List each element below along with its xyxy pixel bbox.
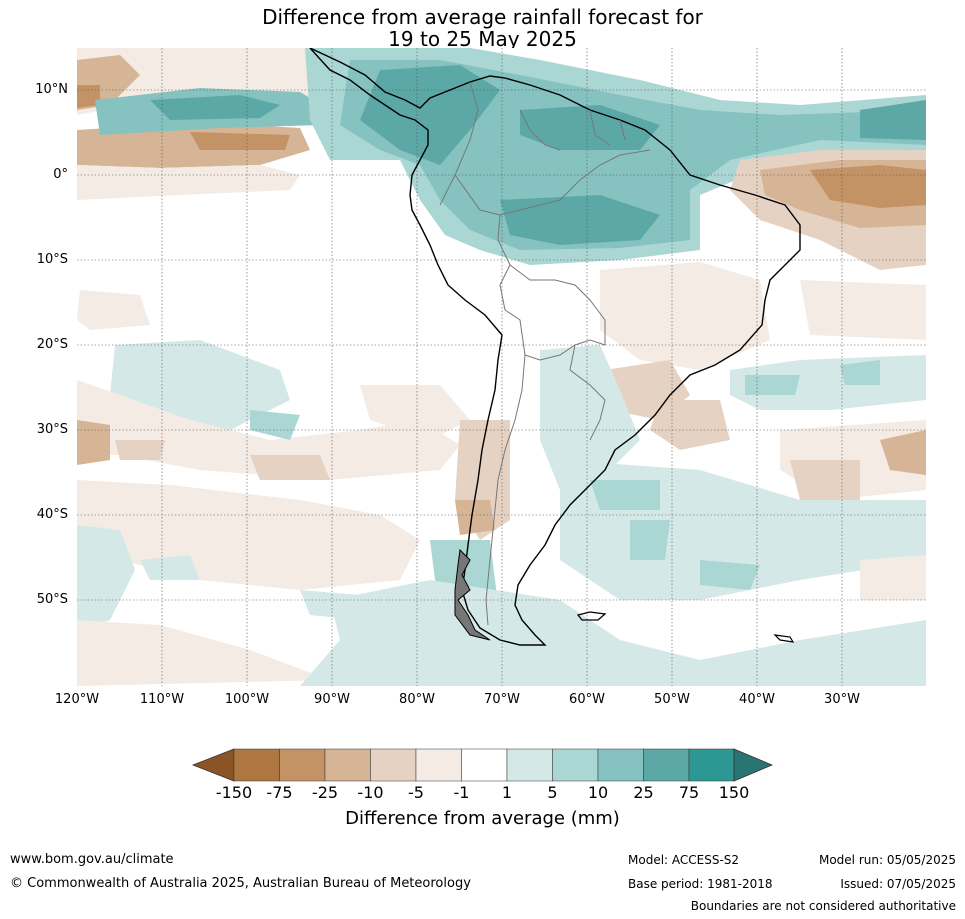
colorbar-swatch	[597, 748, 644, 782]
country-borders	[439, 81, 651, 626]
lat-label-10s: 10°S	[36, 252, 68, 267]
colorbar-tick-label: -150	[215, 783, 253, 802]
map-title: Difference from average rainfall forecas…	[262, 5, 703, 29]
colorbar-extend-dry	[191, 748, 235, 782]
south-georgia-island	[773, 634, 795, 643]
lat-label-20s: 20°S	[36, 337, 68, 352]
south-america-coastline	[309, 48, 801, 646]
colorbar-tick-label: 150	[718, 783, 750, 802]
lat-label-0: 0°	[53, 167, 68, 182]
lat-label-50s: 50°S	[36, 592, 68, 607]
colorbar-swatch	[461, 748, 508, 782]
lon-label-30w: 30°W	[824, 692, 860, 707]
graticule	[77, 48, 926, 686]
lon-label-50w: 50°W	[654, 692, 690, 707]
colorbar-tick-label: -25	[311, 783, 339, 802]
lon-label-80w: 80°W	[399, 692, 435, 707]
lon-label-120w: 120°W	[54, 692, 100, 707]
lon-label-110w: 110°W	[139, 692, 185, 707]
issued-date: Issued: 07/05/2025	[840, 877, 956, 891]
lat-label-30s: 30°S	[36, 422, 68, 437]
lat-label-40s: 40°S	[36, 507, 68, 522]
colorbar-tick-label: -1	[453, 783, 470, 802]
rainfall-anomaly-field	[77, 48, 926, 686]
colorbar-swatch	[643, 748, 690, 782]
website-link[interactable]: www.bom.gov.au/climate	[10, 852, 174, 867]
lon-label-40w: 40°W	[739, 692, 775, 707]
colorbar-tick-label: -75	[266, 783, 293, 802]
colorbar-swatch	[506, 748, 553, 782]
lon-label-60w: 60°W	[569, 692, 605, 707]
falkland-islands	[576, 611, 607, 621]
colorbar-swatch	[233, 748, 280, 782]
colorbar-tick-label: -5	[408, 783, 424, 802]
model-run-date: Model run: 05/05/2025	[818, 853, 956, 867]
colorbar-tick-label: 5	[547, 783, 558, 802]
lon-label-90w: 90°W	[314, 692, 350, 707]
colorbar-extend-wet	[733, 748, 774, 782]
map-subtitle-date: 19 to 25 May 2025	[388, 27, 577, 51]
colorbar-tick-label: 25	[633, 783, 654, 802]
colorbar-swatch	[370, 748, 417, 782]
lon-label-100w: 100°W	[224, 692, 270, 707]
colorbar-swatch	[552, 748, 599, 782]
lon-label-70w: 70°W	[484, 692, 520, 707]
base-period: Base period: 1981-2018	[628, 877, 773, 891]
colorbar-tick-label: 10	[587, 783, 609, 802]
model-name: Model: ACCESS-S2	[628, 853, 740, 867]
chile-fjords	[454, 548, 491, 641]
colorbar-swatch	[688, 748, 735, 782]
colorbar-tick-label: 75	[678, 783, 700, 802]
lat-label-10n: 10°N	[35, 82, 68, 97]
copyright-notice: © Commonwealth of Australia 2025, Austra…	[10, 876, 471, 891]
boundaries-disclaimer: Boundaries are not considered authoritat…	[690, 899, 956, 913]
colorbar-title: Difference from average (mm)	[345, 808, 620, 829]
colorbar-tick-label: 1	[501, 783, 513, 802]
colorbar-swatch	[324, 748, 371, 782]
colorbar-swatch	[279, 748, 326, 782]
colorbar-swatch	[415, 748, 462, 782]
colorbar-tick-label: -10	[357, 783, 384, 802]
